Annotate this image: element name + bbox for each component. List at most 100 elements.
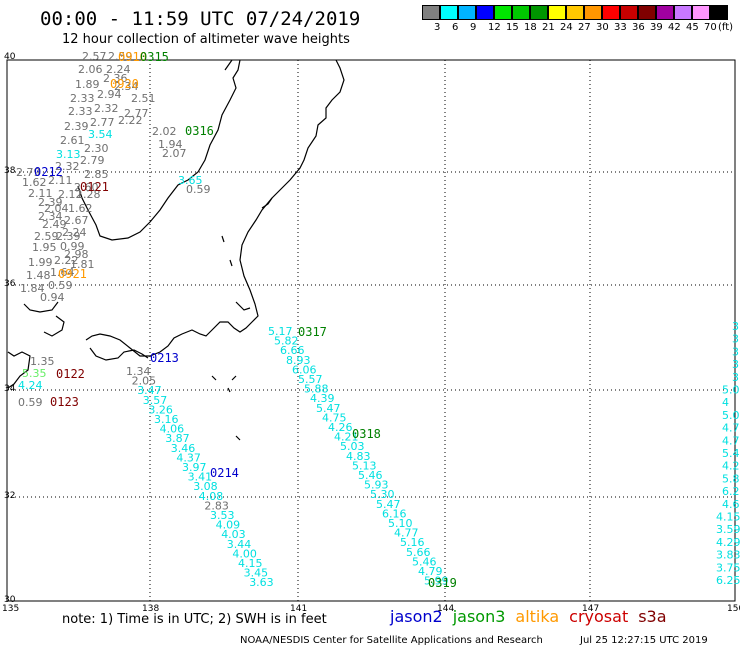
time-mark: 0318 [352,427,381,441]
lon-label: 150 [727,604,740,614]
swh-mark: 1.35 [30,355,55,368]
swh-mark: 2.11 [48,174,73,187]
swh-mark: 3.54 [88,128,113,141]
scale-swatch [656,5,674,20]
swh-mark: 5.93 [364,479,389,492]
scale-swatch [476,5,494,20]
swh-mark: 2.34 [114,80,139,93]
swh-mark: 5.82 [274,335,299,348]
lon-label: 147 [582,604,599,614]
swh-mark: 0.59 [186,183,211,196]
swh-mark: 5.88 [304,383,329,396]
swh-mark: 5.47 [316,402,341,415]
swh-mark: 2.07 [162,147,187,160]
scale-swatch [548,5,566,20]
swh-mark: 3 [732,333,739,346]
swh-mark: 2.32 [94,102,119,115]
swh-mark: 2.79 [80,154,105,167]
swh-mark: 3.41 [188,471,213,484]
swh-mark: 2.36 [103,72,128,85]
swh-mark: 5.30 [370,488,395,501]
scale-label: 9 [470,22,477,33]
legend-cryosat: cryosat [569,607,629,626]
swh-mark: 2.57 [82,50,107,63]
swh-mark: 2.02 [152,125,177,138]
swh-mark: 3.13 [56,148,81,161]
time-mark: 0214 [210,466,239,480]
swh-mark: 5.35 [22,367,47,380]
swh-mark: 3 [732,371,739,384]
time-mark: 0213 [150,351,179,365]
swh-mark: 4.75 [322,411,347,424]
swh-mark: 2.61 [60,134,85,147]
longitude-labels: 135 138 141 144 147 150 [2,604,740,614]
swh-mark: 3.46 [171,442,196,455]
swh-mark: 4.77 [394,527,419,540]
time-mark: 0212 [34,165,63,179]
swh-mark: 2.94 [97,88,122,101]
swh-mark: 3 [732,358,739,371]
scale-label: 18 [524,22,537,33]
legend-s3a: s3a [638,607,667,626]
swh-mark: 2.22 [118,114,143,127]
time-mark: 0315 [140,50,169,64]
credit-text: NOAA/NESDIS Center for Satellite Applica… [240,635,543,646]
swh-mark: 4.09 [216,519,241,532]
swh-mark: 2.98 [64,248,89,261]
legend-jason3: jason3 [452,607,506,626]
scale-label: 42 [668,22,681,33]
scale-label: 15 [506,22,519,33]
lon-label: 141 [290,604,307,614]
swh-mark: 6.25 [716,574,740,587]
swh-mark: 2.67 [64,214,89,227]
lon-label: 135 [2,604,19,614]
swh-mark: 3.97 [182,461,207,474]
scale-swatch [602,5,620,20]
swh-mark: 3.26 [148,403,173,416]
swh-mark: 4.26 [328,421,353,434]
time-mark: 0316 [185,124,214,138]
swh-mark: 2.05 [132,375,157,388]
swh-mark: 4.06 [160,423,185,436]
swh-mark: 2.33 [70,92,95,105]
timestamp-text: Jul 25 12:27:15 UTC 2019 [580,635,708,646]
swh-mark: 1.84 [20,282,45,295]
swh-mark: 4.7 [722,434,740,447]
latitude-labels: 40 38 36 34 32 30 [4,52,16,605]
scale-label: 36 [632,22,645,33]
swh-mark: 4.83 [346,450,371,463]
swh-mark: 3.87 [165,432,190,445]
lat-label: 38 [4,166,16,176]
swh-mark: 3.57 [143,394,168,407]
swh-mark: 2.83 [204,499,229,512]
swh-mark: 3.53 [210,509,235,522]
scale-swatch [566,5,584,20]
swh-mark: 2.39 [64,120,89,133]
swh-mark: 2.12 [58,188,83,201]
swh-mark: 4.21 [334,431,359,444]
scale-swatch [422,5,440,20]
swh-mark: 2.34 [38,210,63,223]
swh-mark: 2.77 [124,107,149,120]
swh-mark: 4.24 [18,379,43,392]
swh-mark: 5.13 [352,459,377,472]
swh-mark: 3.16 [154,413,179,426]
time-mark: 0123 [50,395,79,409]
swh-mark: 1.81 [70,258,95,271]
swh-mark: 4.60 [722,498,740,511]
chart-title: 00:00 - 11:59 UTC 07/24/2019 [40,8,361,30]
swh-mark: 4.03 [221,528,246,541]
swh-mark: 5.10 [388,517,413,530]
swh-mark: 4.00 [232,547,257,560]
time-mark: 0910 [118,50,147,64]
swh-mark: 0.94 [40,291,65,304]
swh-mark: 4.79 [418,565,443,578]
scale-swatch [710,5,728,20]
lat-label: 30 [4,595,16,605]
swh-mark: 5.86 [722,472,740,485]
scale-swatch [440,5,458,20]
swh-mark: 5.46 [358,469,383,482]
scale-swatch [620,5,638,20]
swh-mark: 5.0 [722,409,740,422]
